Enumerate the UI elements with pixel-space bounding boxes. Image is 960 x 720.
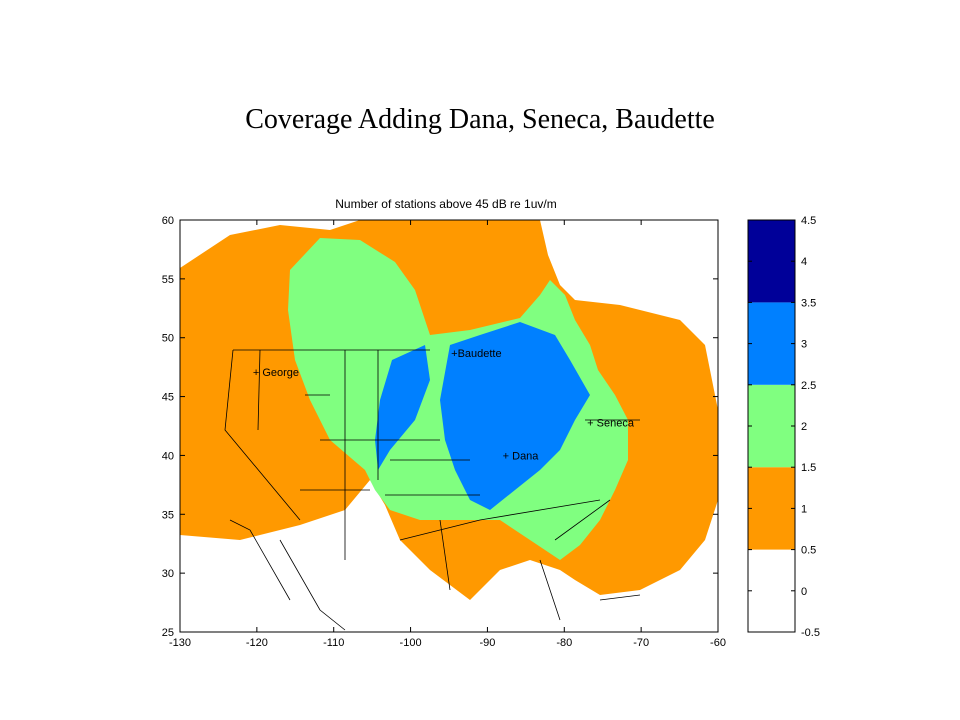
- station-label: + Dana: [503, 450, 540, 462]
- colorbar-tick-label: 3.5: [801, 297, 816, 309]
- colorbar-tick-label: 2.5: [801, 380, 816, 392]
- colorbar-tick-label: 4.5: [801, 215, 816, 227]
- x-tick-label: -130: [169, 637, 191, 649]
- map-frame: [179, 219, 719, 633]
- colorbar-band: [748, 302, 795, 385]
- y-tick-label: 30: [162, 568, 174, 580]
- coverage-3: [440, 322, 590, 510]
- x-tick-label: -120: [246, 637, 268, 649]
- colorbar-band: [748, 549, 795, 632]
- colorbar-tick-label: 1: [801, 503, 807, 515]
- colorbar-band: [748, 384, 795, 468]
- station-label: +Baudette: [451, 348, 501, 360]
- x-tick-label: -60: [710, 637, 726, 649]
- colorbar-tick-label: 0.5: [801, 545, 816, 557]
- page-title: Coverage Adding Dana, Seneca, Baudette: [245, 104, 715, 135]
- colorbar-tick-label: 1.5: [801, 462, 816, 474]
- y-tick-label: 55: [162, 274, 174, 286]
- y-tick-label: 50: [162, 333, 174, 345]
- colorbar-tick-label: 3: [801, 339, 807, 351]
- colorbar-tick-label: 4: [801, 256, 807, 268]
- y-tick-label: 45: [162, 392, 174, 404]
- station-label: + George: [253, 367, 299, 379]
- x-tick-label: -100: [400, 637, 422, 649]
- y-tick-label: 40: [162, 450, 174, 462]
- x-tick-label: -90: [479, 637, 495, 649]
- colorbar-band: [748, 467, 795, 550]
- y-tick-label: 35: [162, 509, 174, 521]
- x-tick-label: -80: [556, 637, 572, 649]
- colorbar-tick-label: -0.5: [801, 627, 820, 639]
- x-tick-label: -70: [633, 637, 649, 649]
- map: [179, 219, 719, 633]
- station-label: + Seneca: [587, 417, 635, 429]
- y-tick-label: 60: [162, 215, 174, 227]
- colorbar-band: [748, 220, 795, 303]
- map-title: Number of stations above 45 dB re 1uv/m: [335, 197, 556, 211]
- border-lines: [224, 349, 641, 631]
- colorbar-tick-label: 0: [801, 586, 807, 598]
- x-tick-label: -110: [323, 637, 344, 649]
- colorbar-tick-label: 2: [801, 421, 807, 433]
- y-tick-label: 25: [162, 627, 174, 639]
- coverage-3: [375, 345, 430, 470]
